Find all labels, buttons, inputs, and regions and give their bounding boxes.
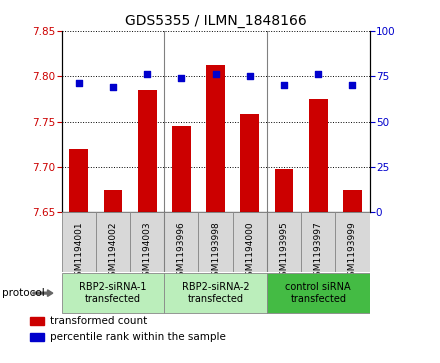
Bar (172, 126, 191, 212)
Bar (335, 212, 370, 272)
Bar (233, 212, 267, 272)
Text: control siRNA
transfected: control siRNA transfected (286, 282, 351, 304)
Text: GSM1193998: GSM1193998 (211, 221, 220, 282)
Bar (267, 212, 301, 272)
Point (178, 75, 185, 81)
Text: GSM1194001: GSM1194001 (74, 221, 83, 282)
Text: GSM1194002: GSM1194002 (108, 221, 117, 282)
Bar (309, 99, 328, 212)
Point (246, 73, 253, 79)
Bar (30, 333, 44, 342)
Point (110, 84, 117, 90)
Bar (62, 212, 96, 272)
Bar (62, 273, 164, 313)
Point (75, 81, 82, 86)
Text: GSM1194003: GSM1194003 (143, 221, 152, 282)
Title: GDS5355 / ILMN_1848166: GDS5355 / ILMN_1848166 (125, 15, 307, 28)
Text: GSM1193997: GSM1193997 (314, 221, 323, 282)
Point (349, 82, 356, 88)
Text: RBP2-siRNA-1
transfected: RBP2-siRNA-1 transfected (79, 282, 147, 304)
Point (212, 72, 219, 77)
Text: percentile rank within the sample: percentile rank within the sample (50, 332, 226, 342)
Bar (103, 189, 122, 212)
Bar (30, 317, 44, 325)
Bar (343, 189, 362, 212)
Bar (198, 212, 233, 272)
Bar (96, 212, 130, 272)
Text: GSM1193995: GSM1193995 (279, 221, 289, 282)
Text: GSM1193999: GSM1193999 (348, 221, 357, 282)
Text: GSM1193996: GSM1193996 (177, 221, 186, 282)
Point (281, 82, 288, 88)
Point (143, 72, 150, 77)
Bar (164, 273, 267, 313)
Bar (267, 273, 370, 313)
Text: protocol: protocol (2, 288, 45, 298)
Bar (164, 212, 198, 272)
Text: RBP2-siRNA-2
transfected: RBP2-siRNA-2 transfected (182, 282, 249, 304)
Bar (130, 212, 164, 272)
Bar (240, 114, 259, 212)
Bar (138, 90, 157, 212)
Text: GSM1194000: GSM1194000 (246, 221, 254, 282)
Bar (70, 149, 88, 212)
Bar (206, 65, 225, 212)
Bar (301, 212, 335, 272)
Text: transformed count: transformed count (50, 316, 147, 326)
Bar (275, 169, 293, 212)
Point (315, 72, 322, 77)
